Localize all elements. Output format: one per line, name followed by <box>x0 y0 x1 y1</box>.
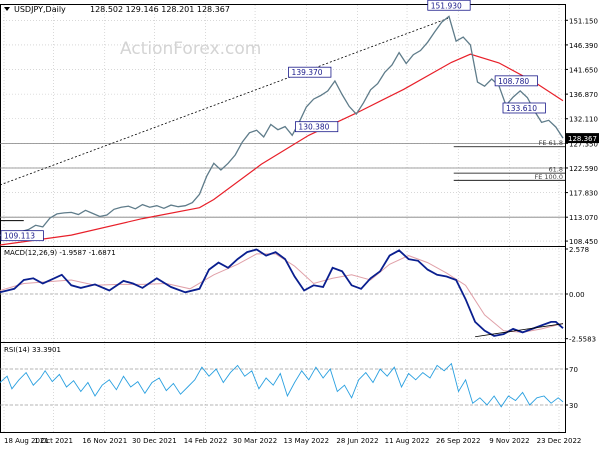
annotation-box <box>0 230 44 242</box>
rsi-y-tick-label: 70 <box>569 366 578 374</box>
annotation-label: 109.113 <box>4 232 35 241</box>
macd-y-tick-label: 0.00 <box>569 291 585 299</box>
annotation-label: 108.780 <box>498 77 529 86</box>
x-tick-label: 23 Dec 2022 <box>537 437 582 445</box>
x-tick-label: 16 Nov 2021 <box>82 437 127 445</box>
price-y-tick-label: 108.450 <box>569 238 598 246</box>
fe-level-label: FE 61.8 <box>539 139 563 147</box>
annotation-box <box>295 121 339 133</box>
price-y-tick-label: 127.350 <box>569 140 598 148</box>
annotation-label: 133.610 <box>506 104 537 113</box>
macd-panel: MACD(12,26,9) -1.9587 -1.6871 <box>0 248 565 338</box>
x-tick-label: 28 Jun 2022 <box>336 437 378 445</box>
x-tick-label: 9 Nov 2022 <box>489 437 529 445</box>
x-tick-label: 13 May 2022 <box>283 437 329 445</box>
price-tag-box <box>566 133 599 144</box>
price-y-tick-label: 136.870 <box>569 91 598 99</box>
annotation-box <box>288 66 332 78</box>
annotation-box <box>502 102 546 114</box>
price-panel: FE 61.8 61.8FE 100.0 151.930 139.370 130.380… <box>0 0 599 246</box>
annotation: 130.380 <box>295 121 339 133</box>
symbol-label: USDJPY,Daily <box>14 5 66 14</box>
price-tag-label: 128.367 <box>568 135 597 143</box>
annotation-label: 151.930 <box>431 1 462 10</box>
annotation-label: 130.380 <box>298 123 329 132</box>
price-y-tick-label: 122.590 <box>569 165 598 173</box>
x-tick-label: 1 Oct 2021 <box>34 437 73 445</box>
price-y-tick-label: 141.650 <box>569 66 598 74</box>
annotation-box <box>494 75 538 87</box>
annotation-box <box>427 0 471 11</box>
fe-level-label: 61.8 <box>549 166 563 174</box>
x-tick-label: 26 Sep 2022 <box>436 437 480 445</box>
ohlc-values: 128.502 129.146 128.201 128.367 <box>90 5 230 14</box>
annotation: 108.780 <box>494 75 538 87</box>
macd-trendline <box>475 323 564 338</box>
price-y-tick-label: 132.110 <box>569 116 598 124</box>
price-y-tick-label: 113.070 <box>569 214 598 222</box>
fe-level-label: FE 100.0 <box>534 173 563 181</box>
chart-header: USDJPY,Daily 128.502 129.146 128.201 128… <box>4 5 230 14</box>
annotation: 109.113 <box>0 230 44 242</box>
annotation: 151.930 <box>427 0 471 11</box>
watermark: ActionForex.com <box>120 39 261 59</box>
rsi-line <box>0 362 564 408</box>
macd-line <box>0 248 564 337</box>
price-y-tick-label: 151.150 <box>569 17 598 25</box>
macd-y-tick-label: 2.578 <box>569 246 589 254</box>
y-axis-labels: 151.150 146.390 141.650 136.870 132.110 127.3… <box>565 17 598 410</box>
price-y-tick-label: 146.390 <box>569 42 598 50</box>
annotation-label: 139.370 <box>292 68 323 77</box>
triangle-down-icon <box>4 7 10 11</box>
rsi-panel: RSI(14) 33.3901 <box>0 346 565 408</box>
x-tick-label: 18 Aug 2021 <box>4 437 49 445</box>
grid-layer <box>0 5 565 432</box>
x-tick-label: 30 Mar 2022 <box>233 437 277 445</box>
macd-signal-line <box>0 253 564 333</box>
price-y-tick-label: 117.830 <box>569 190 598 198</box>
x-tick-label: 30 Dec 2021 <box>132 437 177 445</box>
x-tick-label: 11 Aug 2022 <box>385 437 430 445</box>
macd-title: MACD(12,26,9) -1.9587 -1.6871 <box>4 249 116 257</box>
annotation: 133.610 <box>502 102 546 114</box>
rsi-y-tick-label: 30 <box>569 402 578 410</box>
x-tick-label: 14 Feb 2022 <box>184 437 228 445</box>
rsi-title: RSI(14) 33.3901 <box>4 346 61 354</box>
annotation: 139.370 <box>288 66 332 78</box>
price-line <box>0 15 564 237</box>
macd-y-tick-label: -2.5583 <box>569 336 596 344</box>
panel-frames <box>0 4 566 433</box>
rsi-frame <box>0 342 566 433</box>
